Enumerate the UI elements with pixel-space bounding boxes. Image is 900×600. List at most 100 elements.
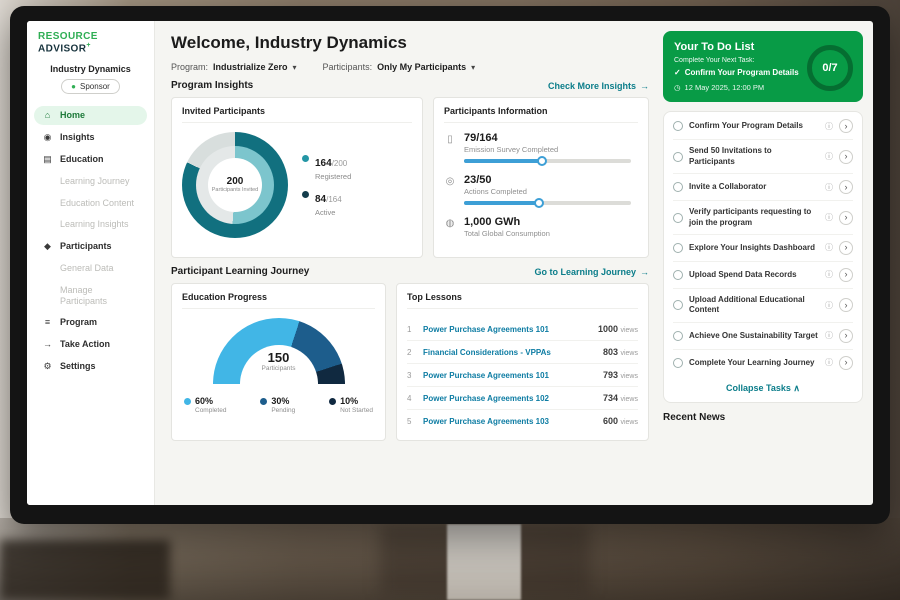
logo-text-secondary: ADVISOR bbox=[38, 43, 87, 55]
lesson-title-link[interactable]: Power Purchase Agreements 103 bbox=[423, 416, 549, 426]
education-progress-gauge: 150 Participants bbox=[212, 318, 345, 386]
task-checkbox[interactable] bbox=[673, 121, 683, 132]
lesson-views-label: views bbox=[620, 419, 638, 426]
lesson-rank: 4 bbox=[407, 393, 412, 403]
collapse-tasks-link[interactable]: Collapse Tasks ∧ bbox=[673, 376, 853, 398]
todo-column: Your To Do List Complete Your Next Task:… bbox=[661, 21, 873, 505]
info-icon: ⓘ bbox=[825, 182, 833, 192]
sidebar-item-label: Education bbox=[60, 153, 104, 164]
lesson-row: 3 Power Purchase Agreements 101 793 view… bbox=[407, 364, 638, 387]
chevron-right-icon[interactable]: › bbox=[839, 267, 853, 282]
sidebar-item-label: Participants bbox=[60, 241, 112, 252]
legend-dot bbox=[302, 191, 309, 198]
lesson-row: 2 Financial Considerations - VPPAs 803 v… bbox=[407, 341, 638, 364]
legend-label: Not Started bbox=[340, 407, 373, 414]
stat-label: Total Global Consumption bbox=[464, 229, 550, 238]
task-label: Invite a Collaborator bbox=[689, 181, 767, 191]
participants-filter[interactable]: Participants: Only My Participants ▾ bbox=[323, 62, 476, 72]
task-row-achieve-sustainability-target[interactable]: Achieve One Sustainability Target ⓘ › bbox=[673, 323, 853, 350]
lesson-title-link[interactable]: Power Purchase Agreements 102 bbox=[423, 393, 549, 403]
todo-progress-value: 0/7 bbox=[822, 62, 838, 74]
info-icon: ⓘ bbox=[825, 213, 833, 223]
task-row-explore-insights[interactable]: Explore Your Insights Dashboard ⓘ › bbox=[673, 235, 853, 262]
task-row-send-invitations[interactable]: Send 50 Invitations to Participants ⓘ › bbox=[673, 140, 853, 175]
sidebar-item-program[interactable]: ≡ Program bbox=[34, 313, 147, 332]
task-row-invite-collaborator[interactable]: Invite a Collaborator ⓘ › bbox=[673, 174, 853, 202]
task-checkbox[interactable] bbox=[673, 269, 683, 280]
stat-label: Actions Completed bbox=[464, 187, 527, 196]
go-to-learning-journey-link[interactable]: Go to Learning Journey → bbox=[534, 267, 649, 277]
sidebar-item-label: Manage Participants bbox=[60, 284, 108, 306]
task-checkbox[interactable] bbox=[673, 330, 683, 341]
lesson-title-link[interactable]: Financial Considerations - VPPAs bbox=[423, 347, 551, 357]
chevron-right-icon[interactable]: › bbox=[839, 328, 853, 343]
lesson-row: 5 Power Purchase Agreements 103 600 view… bbox=[407, 410, 638, 432]
sidebar-item-education[interactable]: ▤ Education bbox=[34, 150, 147, 169]
task-checkbox[interactable] bbox=[673, 242, 683, 253]
sidebar-item-take-action[interactable]: → Take Action bbox=[34, 335, 147, 354]
sidebar-item-education-content[interactable]: Education Content bbox=[34, 194, 147, 213]
monitor-bezel: RESOURCE ADVISOR+ Industry Dynamics ● Sp… bbox=[10, 6, 890, 524]
background-shadow bbox=[0, 540, 170, 600]
lesson-views: 1000 bbox=[597, 324, 618, 334]
sidebar-item-label: Learning Insights bbox=[60, 219, 129, 230]
learning-journey-cards: Education Progress 150 Participants bbox=[171, 283, 649, 441]
chevron-right-icon[interactable]: › bbox=[839, 355, 853, 370]
sidebar-item-settings[interactable]: ⚙ Settings bbox=[34, 357, 147, 376]
lesson-title-link[interactable]: Power Purchase Agreements 101 bbox=[423, 324, 549, 334]
task-label: Upload Additional Educational Content bbox=[689, 294, 805, 315]
program-filter[interactable]: Program: Industrialize Zero ▾ bbox=[171, 62, 297, 72]
todo-tasks-card: Confirm Your Program Details ⓘ › Send 50… bbox=[663, 111, 863, 403]
org-name: Industry Dynamics bbox=[50, 64, 131, 75]
legend-value: 164 bbox=[315, 158, 332, 169]
task-row-confirm-program[interactable]: Confirm Your Program Details ⓘ › bbox=[673, 113, 853, 141]
consumption-icon: ◍ bbox=[445, 218, 455, 229]
chevron-right-icon[interactable]: › bbox=[839, 119, 853, 134]
task-checkbox[interactable] bbox=[673, 357, 683, 368]
app-logo: RESOURCE ADVISOR+ bbox=[34, 31, 147, 54]
stat-emission-survey: ▯ 79/164 Emission Survey Completed bbox=[444, 132, 638, 166]
logo-plus: + bbox=[86, 42, 91, 49]
home-icon: ⌂ bbox=[44, 110, 51, 121]
task-checkbox[interactable] bbox=[673, 182, 683, 193]
task-row-complete-learning-journey[interactable]: Complete Your Learning Journey ⓘ › bbox=[673, 350, 853, 376]
sidebar-item-general-data[interactable]: General Data bbox=[34, 259, 147, 278]
chevron-right-icon[interactable]: › bbox=[839, 298, 853, 313]
legend-value: 84 bbox=[315, 194, 327, 205]
task-checkbox[interactable] bbox=[673, 212, 683, 223]
check-more-insights-link[interactable]: Check More Insights → bbox=[548, 81, 649, 91]
education-progress-card: Education Progress 150 Participants bbox=[171, 283, 386, 441]
sidebar-item-learning-journey[interactable]: Learning Journey bbox=[34, 172, 147, 191]
chevron-right-icon[interactable]: › bbox=[839, 240, 853, 255]
sidebar-item-home[interactable]: ⌂ Home bbox=[34, 106, 147, 126]
arrow-right-icon: → bbox=[640, 80, 649, 91]
sidebar-item-participants[interactable]: ◆ Participants bbox=[34, 237, 147, 256]
stat-value: 79/164 bbox=[464, 132, 498, 144]
info-icon: ⓘ bbox=[825, 121, 833, 131]
task-row-verify-participants[interactable]: Verify participants requesting to join t… bbox=[673, 201, 853, 235]
sidebar-item-learning-insights[interactable]: Learning Insights bbox=[34, 215, 147, 234]
chevron-right-icon[interactable]: › bbox=[839, 180, 853, 195]
legend-total: /200 bbox=[331, 159, 348, 168]
participants-filter-label: Participants: bbox=[322, 62, 373, 72]
insights-icon: ◉ bbox=[43, 132, 52, 143]
task-row-upload-spend-data[interactable]: Upload Spend Data Records ⓘ › bbox=[673, 262, 853, 289]
lesson-title-link[interactable]: Power Purchase Agreements 101 bbox=[423, 370, 549, 380]
task-row-upload-educational-content[interactable]: Upload Additional Educational Content ⓘ … bbox=[673, 289, 853, 323]
lesson-views: 600 bbox=[602, 416, 618, 426]
sponsor-badge[interactable]: ● Sponsor bbox=[61, 79, 120, 95]
sidebar-item-manage-participants[interactable]: Manage Participants bbox=[34, 281, 147, 311]
chevron-right-icon[interactable]: › bbox=[839, 149, 853, 164]
lesson-views-label: views bbox=[620, 396, 638, 403]
legend-dot bbox=[184, 398, 191, 405]
task-checkbox[interactable] bbox=[673, 300, 683, 311]
sidebar-item-insights[interactable]: ◉ Insights bbox=[34, 128, 147, 147]
todo-due-label: 12 May 2025, 12:00 PM bbox=[684, 83, 765, 93]
sidebar-item-label: Home bbox=[60, 110, 86, 121]
legend-value: 30% bbox=[271, 396, 290, 406]
legend-value: 60% bbox=[195, 396, 214, 406]
info-icon: ⓘ bbox=[825, 270, 833, 280]
chevron-right-icon[interactable]: › bbox=[839, 210, 853, 225]
task-checkbox[interactable] bbox=[673, 151, 683, 162]
program-insights-cards: Invited Participants 200 Participants In… bbox=[171, 97, 649, 258]
